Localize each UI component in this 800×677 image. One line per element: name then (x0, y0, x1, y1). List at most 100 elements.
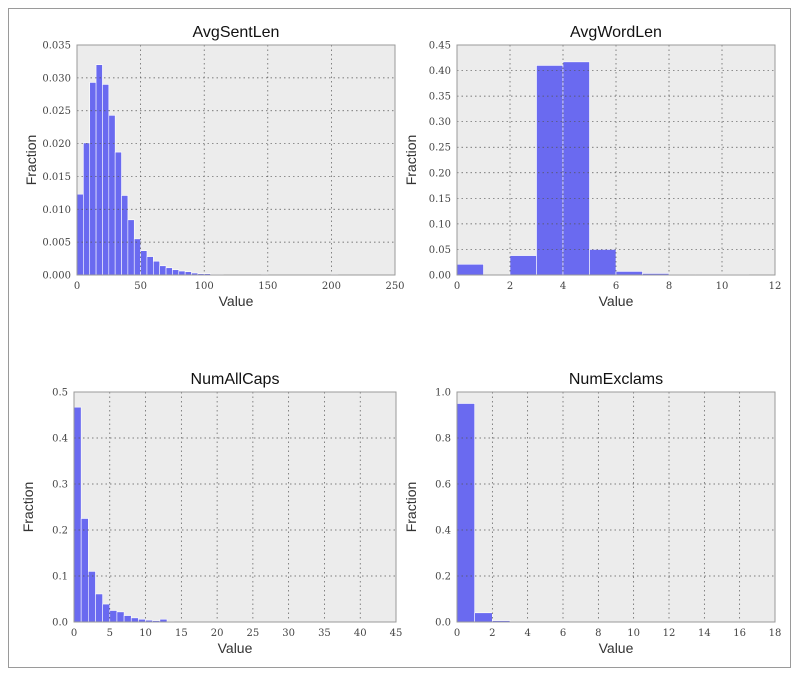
x-axis-label: Value (599, 640, 634, 656)
chart-title: NumAllCaps (191, 371, 280, 388)
histogram-bar (109, 610, 118, 623)
histogram-bar (536, 65, 564, 276)
y-tick-label: 0.4 (435, 526, 451, 537)
y-tick-label: 0.10 (429, 219, 451, 230)
y-tick-label: 0.30 (429, 117, 451, 128)
x-tick-label: 4 (524, 628, 530, 639)
plot-area (457, 45, 775, 275)
x-axis-label: Value (219, 293, 254, 309)
chart-title: NumExclams (569, 371, 663, 388)
y-tick-label: 0.3 (52, 480, 68, 491)
histogram-bar (178, 270, 186, 276)
chart-title: AvgWordLen (570, 24, 662, 41)
y-tick-label: 1.0 (435, 388, 451, 399)
y-axis-label: Fraction (403, 482, 419, 533)
histogram-bar (108, 115, 116, 276)
y-tick-label: 0.40 (429, 66, 451, 77)
x-tick-label: 0 (454, 628, 460, 639)
x-tick-label: 100 (195, 281, 214, 292)
histogram-bar (114, 151, 122, 276)
histogram-bar (73, 406, 82, 623)
x-tick-label: 8 (666, 281, 672, 292)
chart-panel-2: 0 2 4 6 8 10 12 0.00 0.05 0.10 0.15 0.20 0.25 0.30 0.3… (403, 24, 781, 309)
chart-panel-3: 0 5 10 15 20 25 30 35 40 45 0.0 0.1 0.2 0.3 0.4 0.5 NumA… (20, 371, 402, 656)
histogram-bar (509, 255, 537, 276)
y-axis-label: Fraction (23, 135, 39, 186)
x-tick-label: 8 (595, 628, 601, 639)
x-tick-label: 10 (716, 281, 729, 292)
y-axis-label: Fraction (403, 135, 419, 186)
y-tick-label: 0.030 (42, 73, 71, 84)
histogram-bar (140, 250, 148, 276)
y-tick-label: 0.35 (429, 92, 451, 103)
histogram-bar (456, 403, 475, 623)
x-tick-label: 5 (107, 628, 113, 639)
histogram-bar (456, 263, 484, 276)
y-tick-label: 0.2 (52, 526, 68, 537)
y-tick-label: 0.15 (429, 194, 451, 205)
y-tick-label: 0.025 (42, 106, 71, 117)
y-tick-label: 0.010 (42, 205, 71, 216)
x-tick-label: 14 (698, 628, 711, 639)
histogram-bar (562, 61, 590, 276)
x-axis-label: Value (218, 640, 253, 656)
y-tick-label: 0.4 (52, 434, 68, 445)
histogram-bar (165, 267, 173, 276)
x-tick-label: 150 (258, 281, 277, 292)
histogram-bar (95, 593, 103, 623)
y-tick-label: 0.020 (42, 139, 71, 150)
plot-border (456, 391, 776, 623)
x-tick-label: 30 (282, 628, 295, 639)
x-tick-label: 4 (560, 281, 566, 292)
plot-border (456, 44, 776, 276)
y-tick-label: 0.8 (435, 434, 451, 445)
x-tick-label: 6 (560, 628, 566, 639)
x-tick-label: 20 (211, 628, 224, 639)
histogram-bar (89, 82, 97, 276)
histogram-bar (589, 249, 617, 276)
y-tick-label: 0.2 (435, 572, 451, 583)
x-tick-label: 12 (769, 281, 782, 292)
x-tick-label: 25 (247, 628, 260, 639)
y-axis-label: Fraction (20, 482, 36, 533)
x-tick-label: 35 (318, 628, 331, 639)
y-tick-label: 0.0 (52, 618, 68, 629)
x-tick-label: 45 (390, 628, 403, 639)
x-tick-label: 10 (627, 628, 640, 639)
histogram-bar (102, 84, 110, 276)
x-tick-label: 50 (134, 281, 147, 292)
x-tick-label: 12 (663, 628, 676, 639)
y-tick-label: 0.005 (42, 238, 71, 249)
y-tick-label: 0.20 (429, 168, 451, 179)
x-tick-label: 15 (175, 628, 188, 639)
histogram-bar (615, 271, 643, 276)
plot-border (76, 44, 396, 276)
x-axis-label: Value (599, 293, 634, 309)
histogram-bar (133, 238, 141, 276)
y-tick-label: 0.015 (42, 172, 71, 183)
y-tick-label: 0.1 (52, 572, 68, 583)
y-tick-label: 0.6 (435, 480, 451, 491)
y-tick-label: 0.000 (42, 271, 71, 282)
chart-panel-4: 0 2 4 6 8 10 12 14 16 18 0.0 0.2 0.4 0.6 0.8 1.0 NumExcl… (403, 371, 781, 656)
histogram-bar (127, 219, 135, 276)
plot-area (74, 392, 396, 622)
x-tick-label: 40 (354, 628, 367, 639)
histogram-bar (102, 603, 111, 623)
x-tick-label: 250 (385, 281, 404, 292)
histogram-bar (474, 612, 493, 623)
x-tick-label: 0 (74, 281, 80, 292)
x-tick-label: 18 (769, 628, 782, 639)
x-tick-label: 2 (489, 628, 495, 639)
x-tick-label: 200 (322, 281, 341, 292)
histogram-bar (123, 615, 132, 623)
histogram-bar (116, 611, 125, 623)
y-tick-label: 0.00 (429, 271, 451, 282)
x-tick-label: 0 (71, 628, 77, 639)
plot-border (73, 391, 397, 623)
histogram-bar (153, 260, 160, 276)
y-tick-label: 0.25 (429, 143, 451, 154)
x-tick-label: 2 (507, 281, 513, 292)
histogram-bar (130, 617, 139, 623)
histogram-bar (88, 571, 96, 623)
